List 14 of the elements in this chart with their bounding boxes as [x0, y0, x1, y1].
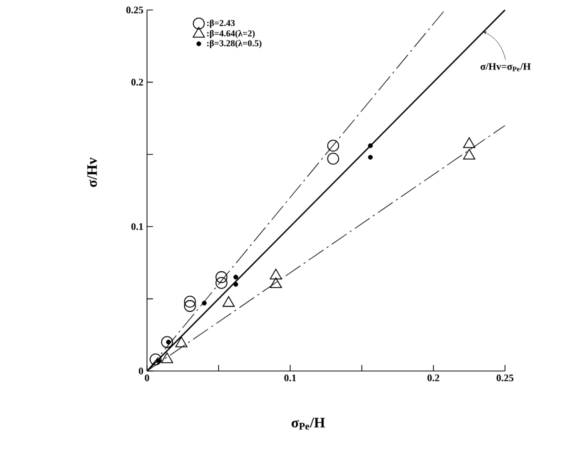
x-axis-title: σ$_{Pe}$/H — [292, 418, 325, 430]
x-tick-label: 0.2 — [428, 374, 440, 382]
annotation: σ/Hv=σ$_{Pe}$/H — [480, 63, 531, 72]
y-tick-label: 0 — [138, 368, 144, 374]
legend-label: :β=2.43 — [207, 20, 235, 28]
y-tick-label: 0.1 — [131, 223, 143, 230]
x-tick-label: 0.25 — [496, 374, 514, 382]
y-tick-label: 0.2 — [131, 78, 144, 86]
y-axis-title: σ/Hv — [87, 157, 97, 188]
legend-label: :β=4.64(λ=2) — [207, 30, 255, 38]
x-tick-label: 0 — [144, 374, 150, 382]
x-tick-label: 0.1 — [284, 374, 296, 382]
legend-label: :β=3.28(λ=0.5) — [207, 40, 262, 48]
y-tick-label: 0.25 — [126, 6, 144, 14]
